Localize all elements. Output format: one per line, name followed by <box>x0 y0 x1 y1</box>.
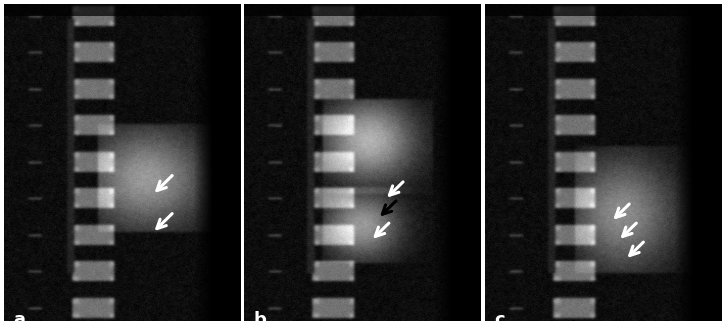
Text: b: b <box>254 311 267 325</box>
Text: a: a <box>14 311 25 325</box>
Text: c: c <box>494 311 505 325</box>
